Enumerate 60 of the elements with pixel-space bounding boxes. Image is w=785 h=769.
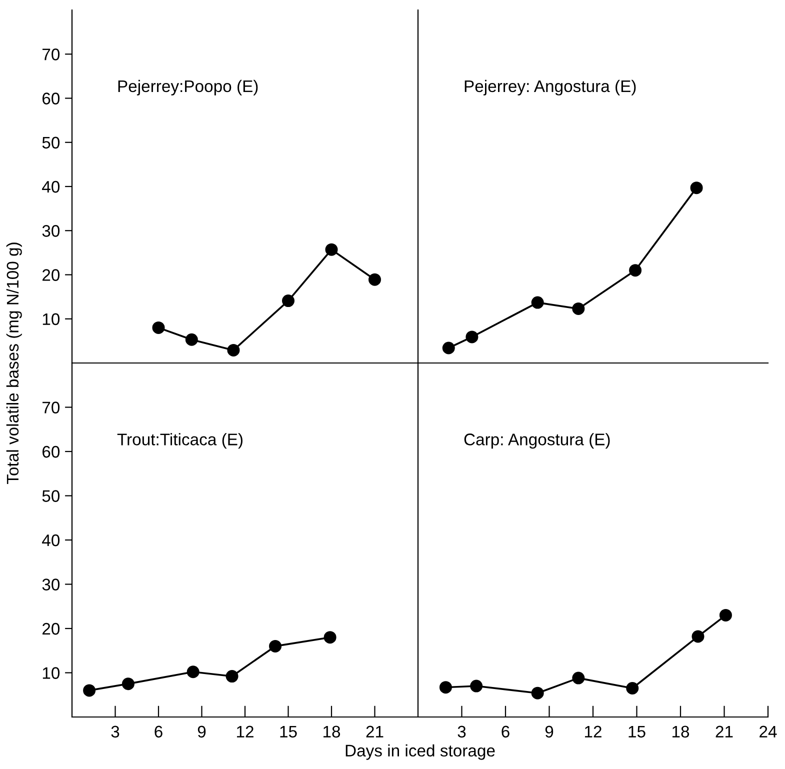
x-tick-label: 18 [324, 726, 340, 738]
y-tick-label: 20 [42, 622, 60, 635]
point [439, 681, 452, 694]
point [629, 264, 642, 277]
point [368, 273, 381, 286]
point [185, 333, 198, 346]
point [466, 330, 478, 344]
y-tick-label: 10 [42, 313, 60, 326]
y-tick-label: 70 [42, 402, 60, 414]
x-tick-label: 15 [628, 726, 646, 738]
x-tick-label: 12 [237, 726, 254, 738]
point [269, 640, 282, 652]
point [152, 321, 165, 334]
point [442, 342, 455, 354]
point [226, 670, 238, 683]
point [227, 344, 240, 356]
x-tick-label: 21 [366, 726, 384, 738]
point [324, 631, 336, 644]
point [186, 666, 200, 678]
text: Pejerrey:Poopo (E) [118, 80, 258, 96]
x-tick-label: 3 [111, 726, 120, 738]
point [282, 294, 294, 308]
x-tick-label: 12 [585, 726, 602, 738]
point [572, 302, 585, 315]
point [83, 684, 96, 697]
x-tick-label: 6 [154, 726, 162, 738]
text: Trout:Titicaca (E) [117, 433, 242, 449]
point [719, 608, 732, 622]
x-tick-label: 9 [545, 726, 554, 738]
x-tick-label: 21 [716, 726, 733, 738]
y-tick-label: 50 [42, 490, 60, 502]
y-tick-label: 40 [42, 534, 60, 546]
y-tick-label: 40 [42, 180, 60, 193]
point [531, 296, 544, 309]
point [325, 243, 338, 256]
y-axis-title: Total volatile bases (mg N/100 g) [6, 242, 22, 484]
y-tick-label: 30 [42, 578, 60, 590]
x-tick-label: 18 [672, 726, 690, 738]
point [531, 686, 544, 700]
point [470, 680, 483, 692]
text: Pejerrey: Angostura (E) [464, 80, 636, 96]
point [692, 630, 704, 643]
x-tick-label: 9 [198, 726, 206, 738]
text: Carp: Angostura (E) [464, 433, 610, 449]
y-tick-label: 60 [42, 92, 60, 104]
y-tick-label: 60 [42, 446, 60, 458]
y-tick-label: 50 [42, 136, 60, 149]
y-tick-label: 70 [42, 48, 60, 60]
point [122, 678, 134, 690]
y-tick-label: 20 [42, 269, 60, 281]
y-tick-label: 30 [42, 225, 60, 237]
point [572, 672, 585, 684]
x-tick-label: 15 [280, 726, 297, 738]
point [626, 682, 639, 694]
x-tick-label: 24 [760, 726, 777, 738]
x-tick-label: 3 [458, 726, 466, 738]
x-tick-label: 6 [502, 726, 510, 738]
point [690, 182, 703, 194]
x-axis-title: Days in iced storage [346, 744, 495, 760]
y-tick-label: 10 [42, 667, 60, 679]
